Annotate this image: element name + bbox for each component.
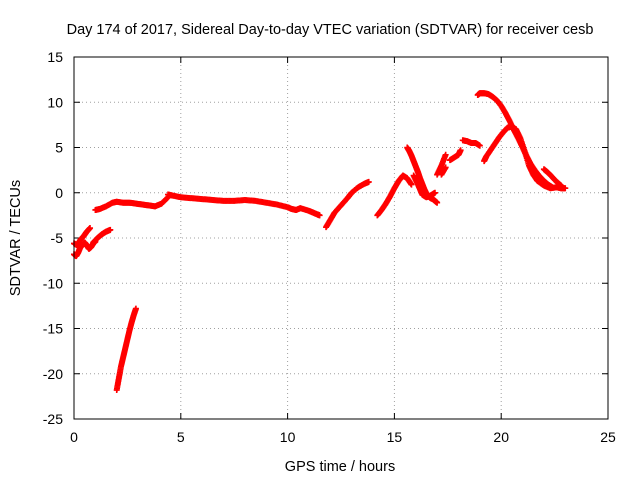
data-point: [457, 147, 464, 154]
series-arc-4: [113, 305, 139, 394]
x-tick-label: 15: [387, 429, 403, 445]
plot-frame: [73, 56, 609, 420]
data-point: [132, 305, 139, 312]
x-tick-label: 20: [493, 429, 509, 445]
y-axis-label: SDTVAR / TECUs: [8, 180, 24, 296]
series-arc-10: [410, 172, 438, 201]
data-point: [87, 225, 94, 232]
axis-ticks: 0 5 10 15 20 25 -25 -20 -15 -10 -5 0 5 10 15: [43, 49, 616, 445]
series-arc-8: [374, 172, 415, 219]
data-point: [365, 178, 372, 185]
y-tick-label: 0: [55, 185, 63, 201]
data-point: [442, 151, 449, 158]
data-point: [476, 142, 483, 149]
grid-lines: [74, 57, 608, 419]
y-tick-label: 15: [47, 49, 63, 65]
x-axis-label: GPS time / hours: [285, 459, 395, 475]
series-arc-3: [90, 226, 114, 246]
y-tick-label: 5: [55, 140, 63, 156]
x-tick-label: 5: [177, 429, 185, 445]
series-arc-2: [71, 225, 94, 249]
data-point: [558, 182, 565, 189]
data-point: [549, 184, 556, 191]
data-point: [434, 199, 441, 206]
y-tick-label: -10: [43, 275, 63, 291]
data-point: [431, 189, 438, 196]
x-tick-label: 0: [70, 429, 78, 445]
data-point: [562, 185, 569, 192]
data-point: [107, 226, 114, 233]
series-arc-17: [540, 166, 565, 189]
y-tick-label: -25: [43, 411, 63, 427]
data-point: [316, 212, 323, 219]
series-arc-11: [434, 151, 449, 178]
chart-title: Day 174 of 2017, Sidereal Day-to-day VTE…: [67, 22, 594, 38]
series-arc-6: [164, 191, 323, 219]
y-tick-label: -5: [51, 230, 64, 246]
series-arc-13: [446, 147, 464, 164]
data-points: [71, 90, 569, 394]
y-tick-label: 10: [47, 94, 63, 110]
y-tick-label: -15: [43, 321, 63, 337]
x-tick-label: 25: [600, 429, 616, 445]
series-arc-12: [438, 164, 449, 178]
y-tick-label: -20: [43, 366, 63, 382]
x-tick-label: 10: [280, 429, 296, 445]
series-arc-5: [92, 194, 171, 213]
series-arc-14: [459, 137, 483, 149]
series-arc-16: [474, 90, 556, 191]
series-arc-7: [323, 178, 372, 231]
data-point: [442, 164, 449, 171]
data-point: [408, 181, 415, 188]
